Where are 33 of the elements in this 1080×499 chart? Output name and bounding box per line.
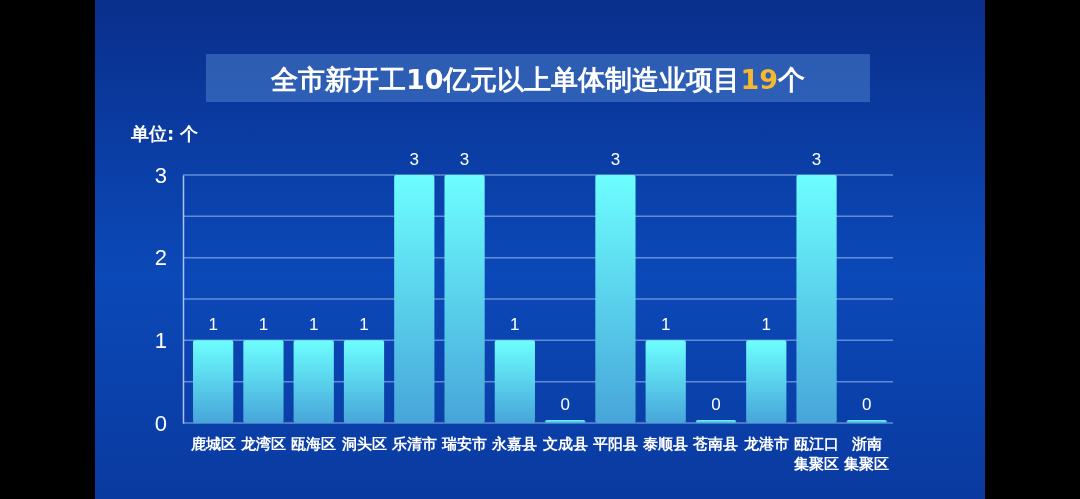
x-tick-label: 瑞安市 — [441, 435, 488, 453]
data-label: 1 — [258, 315, 269, 335]
y-tick-label: 2 — [154, 245, 167, 271]
x-tick-label: 龙湾区 — [239, 435, 286, 453]
data-label: 1 — [359, 315, 369, 335]
data-label: 1 — [510, 315, 520, 335]
x-tick-label: 瓯江口集聚区 — [793, 435, 840, 473]
x-tick-label: 鹿城区 — [189, 435, 236, 453]
data-label: 1 — [660, 315, 671, 335]
data-label: 3 — [811, 150, 822, 169]
y-tick-label: 0 — [154, 410, 167, 436]
data-label: 3 — [610, 150, 621, 169]
data-label: 0 — [862, 395, 872, 414]
data-label: 0 — [560, 395, 570, 414]
data-label: 3 — [409, 150, 420, 169]
x-tick-label: 永嘉县 — [491, 435, 538, 453]
data-label: 1 — [761, 315, 772, 335]
x-tick-label: 洞头区 — [340, 435, 387, 453]
y-tick-label: 3 — [154, 162, 167, 188]
x-tick-label: 瓯海区 — [291, 435, 337, 453]
x-tick-label: 乐清市 — [390, 435, 437, 453]
y-tick-label: 1 — [154, 327, 167, 353]
x-tick-label: 苍南县 — [692, 435, 739, 453]
x-tick-label: 平阳县 — [591, 435, 638, 453]
data-label: 0 — [711, 395, 721, 414]
data-label: 1 — [308, 315, 319, 335]
x-tick-label: 浙南集聚区 — [843, 435, 890, 473]
x-tick-label: 文成县 — [541, 435, 588, 453]
data-label: 1 — [208, 315, 218, 335]
x-tick-label: 泰顺县 — [642, 435, 689, 453]
x-tick-label: 龙港市 — [742, 435, 789, 453]
data-label: 3 — [459, 150, 470, 169]
y-axis-title: 单位: 个 — [130, 123, 200, 144]
